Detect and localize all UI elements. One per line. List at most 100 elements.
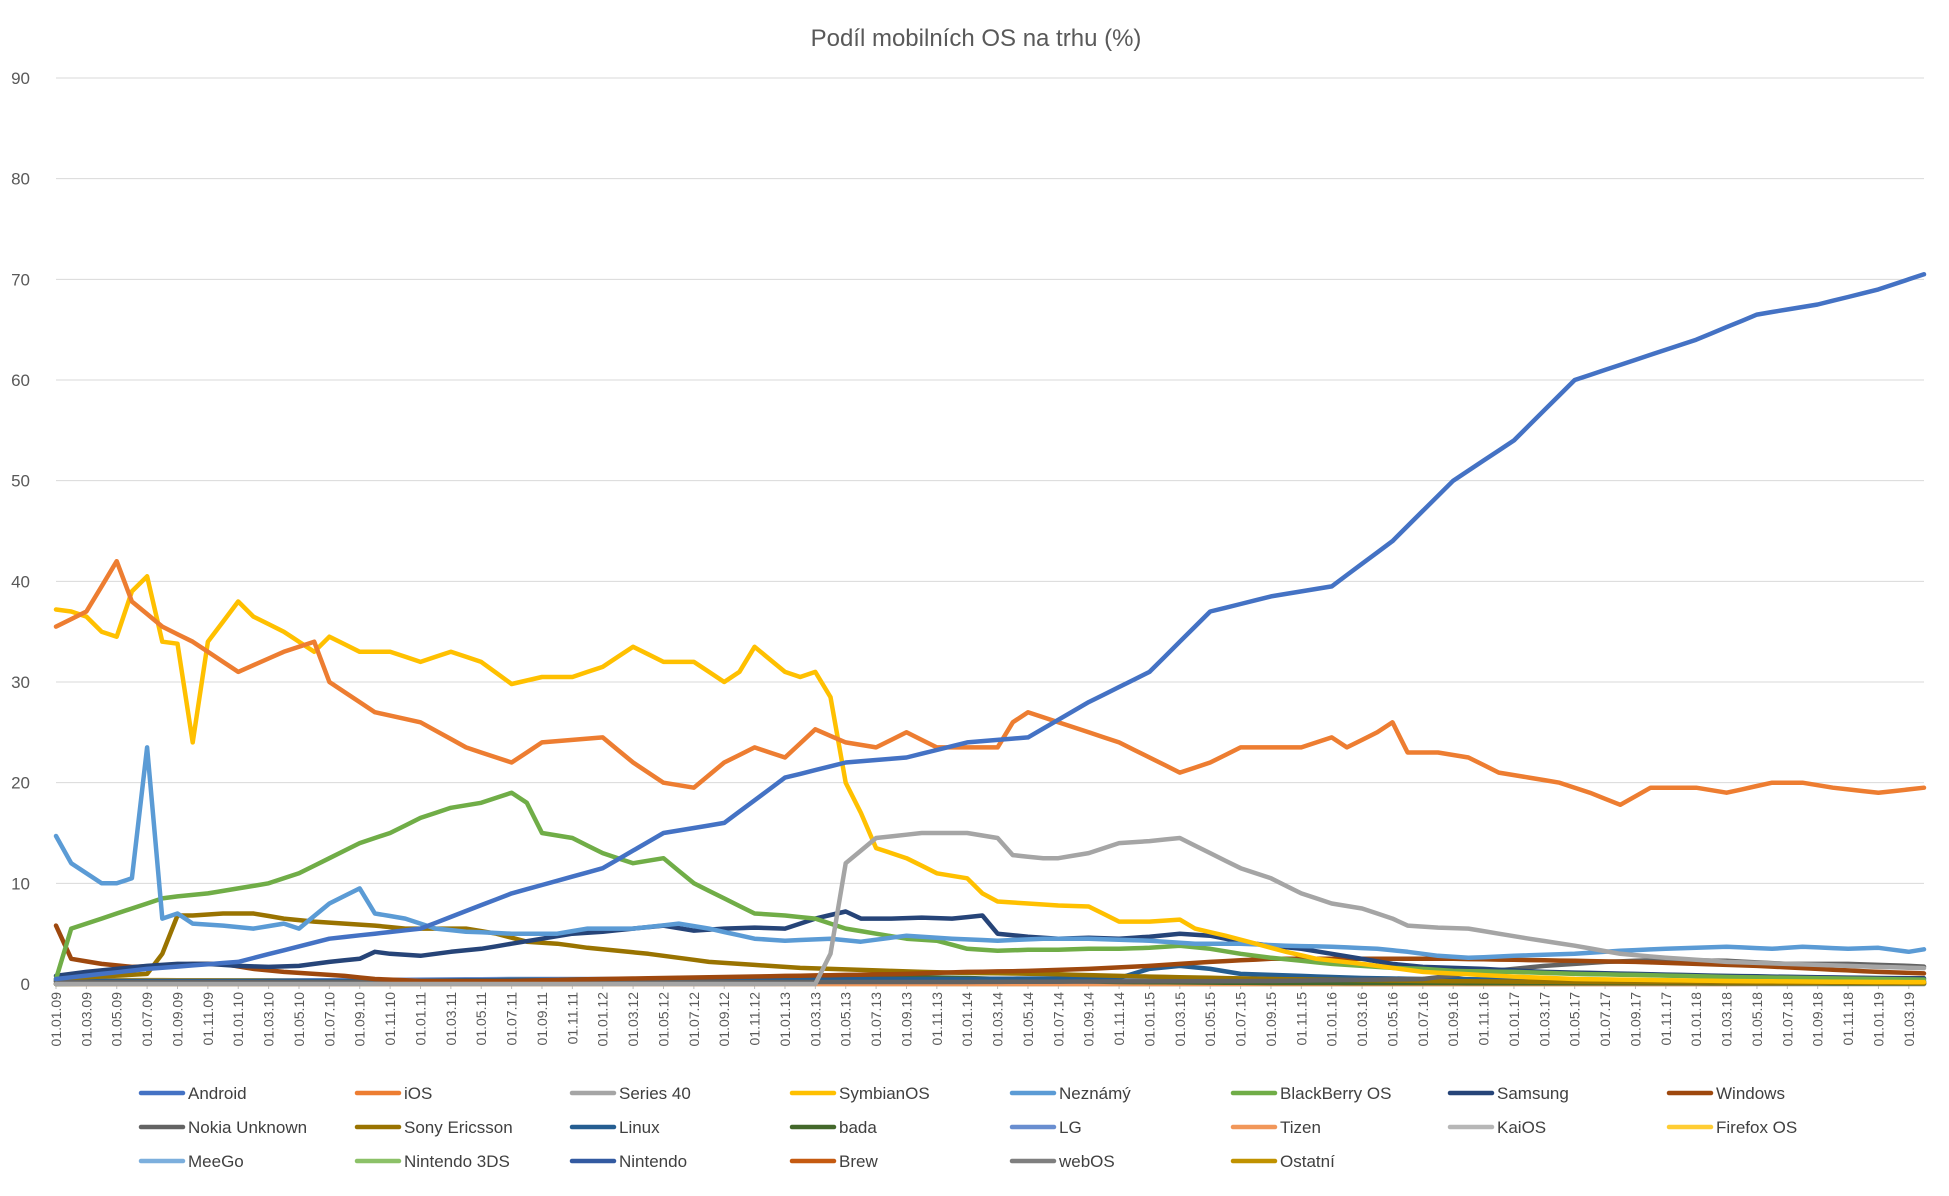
y-tick-label: 80: [11, 170, 30, 189]
x-tick-label: 01.01.17: [1506, 992, 1522, 1047]
x-tick-label: 01.05.17: [1567, 992, 1583, 1047]
legend-label: Linux: [619, 1118, 660, 1137]
legend-item: Nintendo 3DS: [357, 1152, 510, 1171]
x-tick-label: 01.01.18: [1688, 992, 1704, 1047]
legend-label: webOS: [1058, 1152, 1115, 1171]
series-line-ios: [56, 561, 1924, 805]
x-tick-label: 01.03.13: [807, 992, 823, 1047]
x-tick-label: 01.07.10: [321, 992, 337, 1047]
legend-item: BlackBerry OS: [1233, 1084, 1391, 1103]
legend-item: iOS: [357, 1084, 432, 1103]
legend-label: bada: [839, 1118, 877, 1137]
x-tick-label: 01.01.14: [959, 992, 975, 1047]
legend-label: LG: [1059, 1118, 1082, 1137]
x-tick-label: 01.03.09: [78, 992, 94, 1047]
x-tick-label: 01.05.14: [1020, 992, 1036, 1047]
x-tick-label: 01.09.13: [898, 992, 914, 1047]
x-tick-label: 01.07.15: [1233, 992, 1249, 1047]
x-tick-label: 01.05.16: [1384, 992, 1400, 1047]
x-tick-label: 01.05.18: [1749, 992, 1765, 1047]
legend-item: Android: [141, 1084, 247, 1103]
legend-item: Firefox OS: [1669, 1118, 1797, 1137]
legend-item: KaiOS: [1450, 1118, 1546, 1137]
legend-label: Windows: [1716, 1084, 1785, 1103]
x-tick-label: 01.09.17: [1627, 992, 1643, 1047]
legend-label: Android: [188, 1084, 247, 1103]
x-tick-label: 01.07.13: [868, 992, 884, 1047]
chart-title: Podíl mobilních OS na trhu (%): [811, 25, 1142, 52]
x-tick-label: 01.09.11: [534, 992, 550, 1046]
x-tick-label: 01.11.12: [747, 992, 763, 1046]
legend-label: Sony Ericsson: [404, 1118, 513, 1137]
x-tick-label: 01.09.15: [1263, 992, 1279, 1047]
x-tick-label: 01.11.13: [929, 992, 945, 1046]
x-tick-label: 01.07.12: [686, 992, 702, 1047]
legend-item: Nokia Unknown: [141, 1118, 307, 1137]
legend-label: iOS: [404, 1084, 432, 1103]
legend-item: Tizen: [1233, 1118, 1321, 1137]
x-tick-label: 01.01.12: [595, 992, 611, 1047]
x-tick-label: 01.03.12: [625, 992, 641, 1047]
x-tick-label: 01.09.09: [169, 992, 185, 1047]
x-tick-label: 01.11.14: [1111, 992, 1127, 1046]
legend-item: Sony Ericsson: [357, 1118, 513, 1137]
y-tick-label: 0: [21, 975, 30, 994]
x-tick-label: 01.01.10: [230, 992, 246, 1047]
series-lines: [56, 274, 1924, 984]
x-tick-label: 01.11.11: [564, 992, 580, 1045]
x-tick-label: 01.01.15: [1141, 992, 1157, 1047]
x-tick-label: 01.11.10: [382, 992, 398, 1046]
x-tick-label: 01.01.16: [1324, 992, 1340, 1047]
legend-label: Tizen: [1280, 1118, 1321, 1137]
legend-item: Brew: [792, 1152, 878, 1171]
y-tick-label: 40: [11, 572, 30, 591]
legend-item: Linux: [572, 1118, 660, 1137]
x-tick-label: 01.05.15: [1202, 992, 1218, 1047]
legend-label: Nokia Unknown: [188, 1118, 307, 1137]
x-tick-label: 01.11.16: [1476, 992, 1492, 1046]
y-tick-label: 70: [11, 270, 30, 289]
x-tick-label: 01.01.13: [777, 992, 793, 1047]
legend-label: Nintendo 3DS: [404, 1152, 510, 1171]
x-tick-label: 01.11.09: [200, 992, 216, 1046]
x-tick-label: 01.05.13: [838, 992, 854, 1047]
legend-label: Series 40: [619, 1084, 691, 1103]
x-tick-label: 01.05.12: [655, 992, 671, 1047]
x-tick-label: 01.07.14: [1050, 992, 1066, 1047]
x-tick-label: 01.01.11: [412, 992, 428, 1046]
legend-item: Windows: [1669, 1084, 1785, 1103]
x-tick-label: 01.07.18: [1779, 992, 1795, 1047]
y-tick-label: 30: [11, 673, 30, 692]
legend-item: Samsung: [1450, 1084, 1569, 1103]
x-tick-label: 01.03.14: [990, 992, 1006, 1047]
x-tick-label: 01.03.10: [261, 992, 277, 1047]
gridlines: [56, 78, 1924, 984]
legend-item: Ostatní: [1233, 1152, 1335, 1171]
x-tick-label: 01.09.12: [716, 992, 732, 1047]
x-tick-label: 01.05.10: [291, 992, 307, 1047]
legend-label: MeeGo: [188, 1152, 244, 1171]
x-tick-label: 01.09.18: [1810, 992, 1826, 1047]
legend-item: MeeGo: [141, 1152, 244, 1171]
x-tick-label: 01.09.14: [1081, 992, 1097, 1047]
x-tick-label: 01.07.17: [1597, 992, 1613, 1047]
x-tick-label: 01.11.17: [1658, 992, 1674, 1046]
x-tick-label: 01.03.18: [1719, 992, 1735, 1047]
y-tick-label: 50: [11, 472, 30, 491]
legend-label: Nintendo: [619, 1152, 687, 1171]
x-tick-label: 01.01.09: [48, 992, 64, 1047]
x-tick-label: 01.05.09: [109, 992, 125, 1047]
legend-label: Firefox OS: [1716, 1118, 1797, 1137]
x-tick-label: 01.11.18: [1840, 992, 1856, 1046]
x-tick-label: 01.11.15: [1293, 992, 1309, 1046]
legend-label: Samsung: [1497, 1084, 1569, 1103]
x-tick-label: 01.01.19: [1870, 992, 1886, 1047]
x-tick-label: 01.09.10: [352, 992, 368, 1047]
x-tick-label: 01.09.16: [1445, 992, 1461, 1047]
legend-label: KaiOS: [1497, 1118, 1546, 1137]
legend-label: Neznámý: [1059, 1084, 1131, 1103]
x-tick-label: 01.07.16: [1415, 992, 1431, 1047]
